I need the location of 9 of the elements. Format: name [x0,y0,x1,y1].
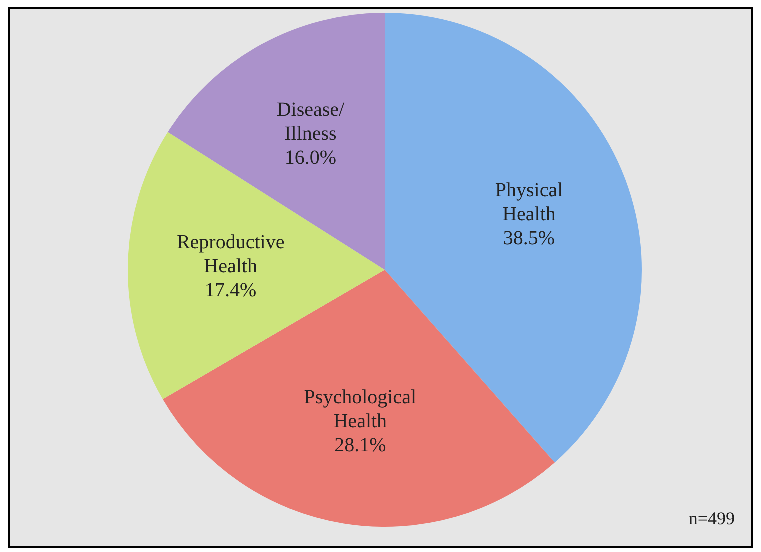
data-label: 17.4% [204,279,257,302]
slice-label: Reproductive Health [176,231,285,278]
data-label: 28.1% [334,434,386,456]
data-label: 16.0% [284,147,337,170]
slice-label: Disease/ Illness [276,99,346,146]
text: n=499 [688,508,735,529]
slice-label: Physical Health [495,180,564,226]
data-label: 38.5% [503,228,556,250]
slice-label: Psychological Health [304,386,417,432]
